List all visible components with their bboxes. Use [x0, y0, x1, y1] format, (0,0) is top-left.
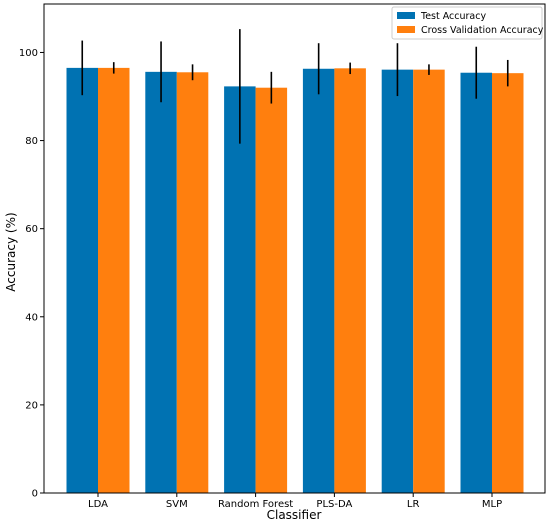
bar-test-5 [460, 72, 492, 493]
bar-cv-5 [492, 73, 524, 494]
bar-test-4 [381, 69, 414, 494]
x-tick-label: SVM [166, 499, 188, 510]
plot-frame [43, 3, 546, 494]
legend-label: Test Accuracy [420, 11, 486, 22]
bar-cv-3 [334, 68, 366, 494]
x-tick-label: LDA [88, 499, 108, 510]
y-tick-label: 0 [32, 489, 38, 500]
x-tick-label: LR [407, 499, 420, 510]
bar-test-1 [145, 71, 177, 493]
x-tick-label: Random Forest [218, 499, 293, 510]
y-tick-label: 40 [25, 312, 38, 323]
x-tick-label: PLS-DA [316, 499, 352, 510]
y-tick-label: 80 [25, 136, 38, 147]
legend-box [391, 6, 543, 40]
error-bars-layer [81, 29, 509, 144]
y-tick-label: 60 [25, 224, 38, 235]
bar-test-2 [224, 86, 256, 494]
legend-swatch [397, 26, 415, 33]
legend-swatch [397, 12, 415, 19]
y-tick-label: 20 [25, 400, 38, 411]
axes-layer: 0 20 40 60 80 100 LDA SVM Random Forest PLS-DA LR M… [19, 3, 546, 510]
bar-cv-2 [255, 87, 288, 494]
x-axis-title: Classifier [267, 508, 322, 522]
legend: Test Accuracy Cross Validation Accuracy [391, 6, 544, 40]
bar-cv-1 [176, 72, 209, 493]
y-tick-label: 100 [19, 48, 38, 59]
bar-cv-0 [98, 67, 130, 493]
bar-test-3 [302, 68, 335, 493]
bars-layer [66, 67, 524, 494]
y-axis-title: Accuracy (%) [4, 212, 18, 291]
legend-label: Cross Validation Accuracy [421, 25, 544, 36]
bar-test-0 [66, 67, 98, 493]
x-tick-label: MLP [482, 499, 502, 510]
bar-cv-4 [413, 69, 445, 494]
